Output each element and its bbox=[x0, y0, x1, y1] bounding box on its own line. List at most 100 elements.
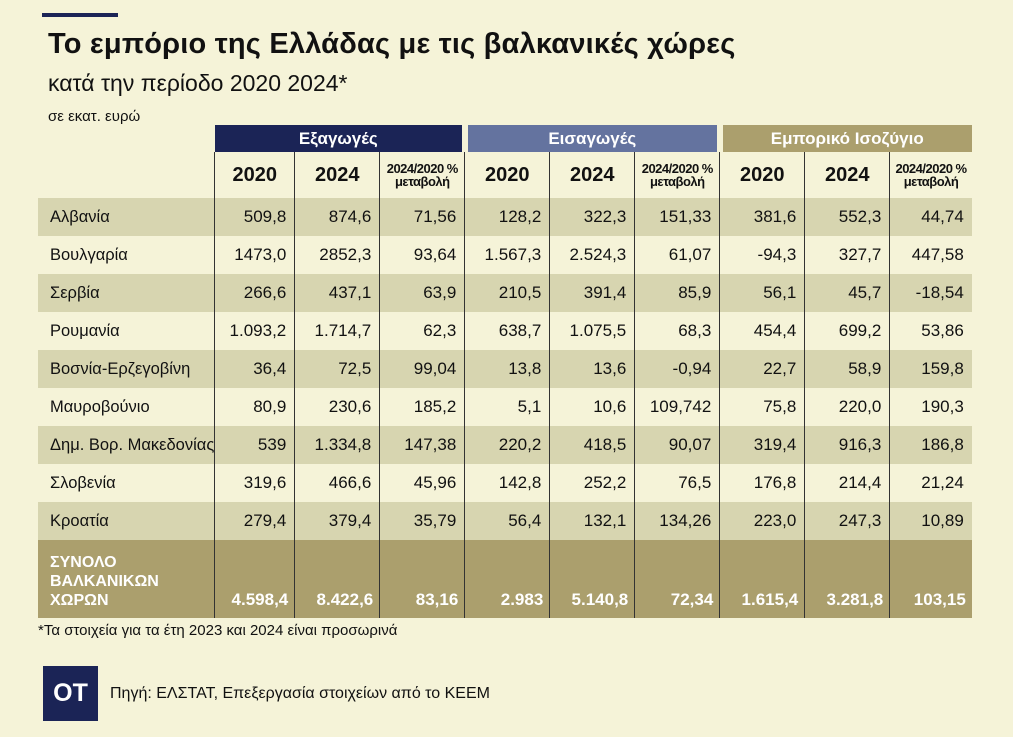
value-cell: 916,3 bbox=[804, 426, 890, 464]
table-row: Σερβία 266,6 437,1 63,9 210,5 391,4 85,9 56,1 45… bbox=[38, 274, 972, 312]
total-value-cell: 8.422,6 bbox=[294, 540, 380, 618]
value-cell: 21,24 bbox=[889, 464, 972, 502]
value-cell: 391,4 bbox=[549, 274, 635, 312]
value-cell: 1473,0 bbox=[214, 236, 295, 274]
table-row: Βοσνία-Ερζεγοβίνη 36,4 72,5 99,04 13,8 13,6 -0… bbox=[38, 350, 972, 388]
country-name: Βουλγαρία bbox=[50, 245, 128, 264]
total-row: ΣΥΝΟΛΟ ΒΑΛΚΑΝΙΚΩΝ ΧΩΡΩΝ 4.598,4 8.422,6 83,16… bbox=[38, 540, 972, 618]
value-cell: 214,4 bbox=[804, 464, 890, 502]
value-cell: 71,56 bbox=[379, 198, 465, 236]
table-row: Αλβανία 509,8 874,6 71,56 128,2 322,3 151,33 38… bbox=[38, 198, 972, 236]
value-cell: 638,7 bbox=[464, 312, 550, 350]
group-header-exports: Εξαγωγές bbox=[214, 125, 468, 152]
total-value-cell: 4.598,4 bbox=[214, 540, 295, 618]
footnote: *Τα στοιχεία για τα έτη 2023 και 2024 εί… bbox=[38, 622, 398, 639]
value-cell: 76,5 bbox=[634, 464, 720, 502]
column-header: 2024 bbox=[804, 152, 890, 198]
total-value-cell: 2.983 bbox=[464, 540, 550, 618]
value-cell: 68,3 bbox=[634, 312, 720, 350]
total-value-cell: 72,34 bbox=[634, 540, 720, 618]
total-value-cell: 5.140,8 bbox=[549, 540, 635, 618]
value-cell: 1.567,3 bbox=[464, 236, 550, 274]
total-value-cell: 83,16 bbox=[379, 540, 465, 618]
page-title: Το εμπόριο της Ελλάδας με τις βαλκανικές… bbox=[48, 28, 736, 60]
subheader-blank bbox=[38, 152, 215, 198]
value-cell: 10,89 bbox=[889, 502, 972, 540]
value-cell: 10,6 bbox=[549, 388, 635, 426]
country-name: Αλβανία bbox=[38, 198, 215, 236]
value-cell: 22,7 bbox=[719, 350, 805, 388]
column-header: 2024/2020 % μεταβολή bbox=[889, 152, 972, 198]
column-header: 2024/2020 % μεταβολή bbox=[634, 152, 720, 198]
value-cell: 319,6 bbox=[214, 464, 295, 502]
accent-bar bbox=[42, 13, 118, 17]
value-cell: 132,1 bbox=[549, 502, 635, 540]
value-cell: 223,0 bbox=[719, 502, 805, 540]
value-cell: 447,58 bbox=[889, 236, 972, 274]
value-cell: 1.334,8 bbox=[294, 426, 380, 464]
value-cell: 186,8 bbox=[889, 426, 972, 464]
total-value-cell: 103,15 bbox=[889, 540, 972, 618]
value-cell: 327,7 bbox=[804, 236, 890, 274]
group-header-balance: Εμπορικό Ισοζύγιο bbox=[719, 125, 972, 152]
value-cell: 56,4 bbox=[464, 502, 550, 540]
ot-logo: OT bbox=[43, 666, 98, 721]
value-cell: -94,3 bbox=[719, 236, 805, 274]
value-cell: 90,07 bbox=[634, 426, 720, 464]
table-row: Δημ. Βορ. Μακεδονίας 539 1.334,8 147,38 220,… bbox=[38, 426, 972, 464]
value-cell: 13,6 bbox=[549, 350, 635, 388]
value-cell: -18,54 bbox=[889, 274, 972, 312]
value-cell: 379,4 bbox=[294, 502, 380, 540]
source-text: Πηγή: ΕΛΣΤΑΤ, Επεξεργασία στοιχείων από … bbox=[110, 685, 490, 702]
country-name: Ρουμανία bbox=[50, 321, 120, 340]
value-cell: 85,9 bbox=[634, 274, 720, 312]
value-cell: 176,8 bbox=[719, 464, 805, 502]
value-cell: 147,38 bbox=[379, 426, 465, 464]
value-cell: 252,2 bbox=[549, 464, 635, 502]
value-cell: 220,2 bbox=[464, 426, 550, 464]
country-name: Κροατία bbox=[38, 502, 215, 540]
value-cell: -0,94 bbox=[634, 350, 720, 388]
unit-label: σε εκατ. ευρώ bbox=[48, 108, 141, 125]
value-cell: 552,3 bbox=[804, 198, 890, 236]
value-cell: 266,6 bbox=[214, 274, 295, 312]
value-cell: 230,6 bbox=[294, 388, 380, 426]
value-cell: 134,26 bbox=[634, 502, 720, 540]
value-cell: 5,1 bbox=[464, 388, 550, 426]
value-cell: 36,4 bbox=[214, 350, 295, 388]
value-cell: 80,9 bbox=[214, 388, 295, 426]
value-cell: 63,9 bbox=[379, 274, 465, 312]
country-name: Βοσνία-Ερζεγοβίνη bbox=[38, 350, 215, 388]
value-cell: 279,4 bbox=[214, 502, 295, 540]
value-cell: 44,74 bbox=[889, 198, 972, 236]
value-cell: 142,8 bbox=[464, 464, 550, 502]
country-name: Μαυροβούνιο bbox=[50, 397, 150, 416]
value-cell: 874,6 bbox=[294, 198, 380, 236]
trade-table: Εξαγωγές Εισαγωγές Εμπορικό Ισοζύγιο 202… bbox=[38, 125, 972, 618]
value-cell: 93,64 bbox=[379, 236, 465, 274]
table-row: Βουλγαρία 1473,0 2852,3 93,64 1.567,3 2.524,3… bbox=[38, 236, 972, 274]
value-cell: 45,96 bbox=[379, 464, 465, 502]
column-header: 2020 bbox=[214, 152, 295, 198]
value-cell: 75,8 bbox=[719, 388, 805, 426]
total-label: ΣΥΝΟΛΟ ΒΑΛΚΑΝΙΚΩΝ ΧΩΡΩΝ bbox=[38, 540, 215, 618]
country-name: Σλοβενία bbox=[50, 473, 116, 492]
value-cell: 53,86 bbox=[889, 312, 972, 350]
country-name: Σερβία bbox=[38, 274, 215, 312]
value-cell: 151,33 bbox=[634, 198, 720, 236]
value-cell: 61,07 bbox=[634, 236, 720, 274]
column-header: 2020 bbox=[464, 152, 550, 198]
value-cell: 159,8 bbox=[889, 350, 972, 388]
column-header: 2024/2020 % μεταβολή bbox=[379, 152, 465, 198]
value-cell: 539 bbox=[214, 426, 295, 464]
value-cell: 99,04 bbox=[379, 350, 465, 388]
value-cell: 190,3 bbox=[889, 388, 972, 426]
value-cell: 72,5 bbox=[294, 350, 380, 388]
group-header-imports: Εισαγωγές bbox=[464, 125, 723, 152]
table-row: Κροατία 279,4 379,4 35,79 56,4 132,1 134,26 223… bbox=[38, 502, 972, 540]
value-cell: 319,4 bbox=[719, 426, 805, 464]
value-cell: 128,2 bbox=[464, 198, 550, 236]
column-header: 2020 bbox=[719, 152, 805, 198]
value-cell: 210,5 bbox=[464, 274, 550, 312]
value-cell: 35,79 bbox=[379, 502, 465, 540]
